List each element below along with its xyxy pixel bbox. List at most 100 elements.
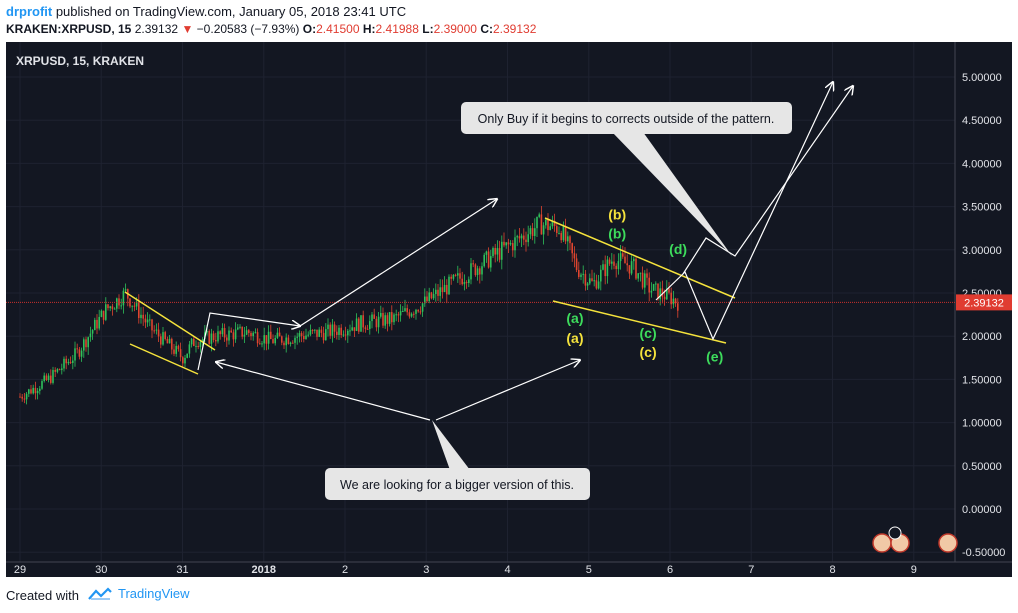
candle-body xyxy=(336,331,338,335)
candle-body xyxy=(485,251,488,255)
candle-body xyxy=(243,334,246,337)
candle-body xyxy=(237,327,239,330)
candle-body xyxy=(322,332,325,341)
y-tick-label: 4.50000 xyxy=(962,115,1002,127)
candle-body xyxy=(278,332,281,337)
price-chart[interactable]: 5.000004.500004.000003.500003.000002.500… xyxy=(0,42,1018,579)
candle-body xyxy=(448,276,450,295)
time-axis[interactable]: 29 30 31 2018 2 3 4 5 6 7 8 9 xyxy=(14,564,917,576)
candle-body xyxy=(648,277,650,293)
candle-body xyxy=(424,296,426,304)
candle-body xyxy=(386,315,389,324)
close-value: 2.39132 xyxy=(492,22,537,36)
candle-body xyxy=(505,242,507,246)
candle-body xyxy=(591,278,593,281)
candle-body xyxy=(54,370,56,372)
candle-body xyxy=(432,294,435,299)
candle-body xyxy=(116,298,118,309)
candle-body xyxy=(327,324,329,330)
candle-body xyxy=(395,314,397,316)
last-price-tag-text: 2.39132 xyxy=(964,297,1004,309)
us-flag-icon[interactable] xyxy=(938,533,958,553)
candle-body xyxy=(212,333,215,340)
last-price-tag-bg xyxy=(956,294,1012,311)
candle-body xyxy=(655,283,657,285)
candle-body xyxy=(144,318,147,323)
economic-events[interactable] xyxy=(872,526,958,553)
candle-body xyxy=(391,312,393,323)
candle-body xyxy=(362,315,364,328)
candle-body xyxy=(666,288,668,300)
candle-body xyxy=(564,226,567,242)
candle-body xyxy=(111,306,114,309)
candle-body xyxy=(457,273,459,276)
big-channel-top xyxy=(544,217,736,299)
candle-body xyxy=(67,361,70,364)
tradingview-brand: TradingView xyxy=(118,586,190,601)
candle-body xyxy=(586,283,589,286)
candle-body xyxy=(102,310,105,320)
author-link[interactable]: drprofit xyxy=(6,4,53,19)
bottom-callout: We are looking for a bigger version of t… xyxy=(325,420,590,500)
candle-body xyxy=(351,327,353,331)
pointer-arrow-right xyxy=(435,360,580,421)
candle-body xyxy=(450,276,452,279)
wave-label: (c) xyxy=(640,325,657,341)
candle-body xyxy=(294,337,296,343)
candle-body xyxy=(338,327,340,335)
candle-body xyxy=(78,349,81,357)
candle-body xyxy=(265,335,268,344)
candle-body xyxy=(589,278,591,284)
candle-body xyxy=(331,324,334,336)
candle-body xyxy=(406,308,408,313)
x-tick-label: 8 xyxy=(829,564,835,576)
candle-body xyxy=(452,274,455,279)
chart-area[interactable]: 5.00000 4.50000 4.00000 3.50000 3.00000 2.500… xyxy=(0,42,1018,579)
tradingview-link[interactable]: TradingView xyxy=(88,586,190,601)
candle-body xyxy=(146,319,149,323)
channel-lines xyxy=(124,217,736,375)
candle-body xyxy=(498,248,501,260)
candle-body xyxy=(377,316,380,328)
candle-body xyxy=(415,309,417,314)
candle-body xyxy=(311,329,314,331)
candle-body xyxy=(558,233,560,235)
y-tick-label: 5.00000 xyxy=(962,72,1002,84)
x-tick-label: 6 xyxy=(667,564,673,576)
candle-body xyxy=(215,339,217,342)
top-callout-text: Only Buy if it begins to corrects outsid… xyxy=(478,112,775,126)
candle-body xyxy=(254,332,257,334)
candle-body xyxy=(567,236,569,242)
candle-body xyxy=(252,332,254,337)
symbol-label: KRAKEN:XRPUSD, 15 xyxy=(6,22,132,36)
candle-body xyxy=(65,358,67,364)
candle-body xyxy=(239,326,241,328)
candle-body xyxy=(50,375,52,383)
candle-body xyxy=(72,360,74,363)
event-count-icon[interactable] xyxy=(888,526,902,540)
candle-body xyxy=(479,268,481,275)
open-value: 2.41500 xyxy=(316,22,360,36)
candle-body xyxy=(553,220,556,227)
candle-body xyxy=(296,336,298,338)
candle-body xyxy=(668,288,670,293)
candle-body xyxy=(474,264,477,276)
wave-label: (b) xyxy=(608,207,626,223)
candle-body xyxy=(597,281,600,289)
candle-body xyxy=(118,298,120,306)
candle-body xyxy=(435,289,437,295)
candle-body xyxy=(635,258,637,279)
top-callout-box xyxy=(461,102,792,134)
candle-body xyxy=(285,337,287,346)
candle-body xyxy=(219,331,221,335)
candle-body xyxy=(540,214,543,235)
price-axis[interactable]: 5.000004.500004.000003.500003.000002.500… xyxy=(962,72,1005,559)
candle-body xyxy=(182,357,184,364)
candle-body xyxy=(230,330,232,333)
candle-body xyxy=(404,308,406,311)
candle-body xyxy=(428,292,430,302)
x-tick-label: 4 xyxy=(504,564,510,576)
candle-body xyxy=(538,214,540,217)
us-flag-icon[interactable] xyxy=(872,533,892,553)
candle-body xyxy=(52,370,54,383)
